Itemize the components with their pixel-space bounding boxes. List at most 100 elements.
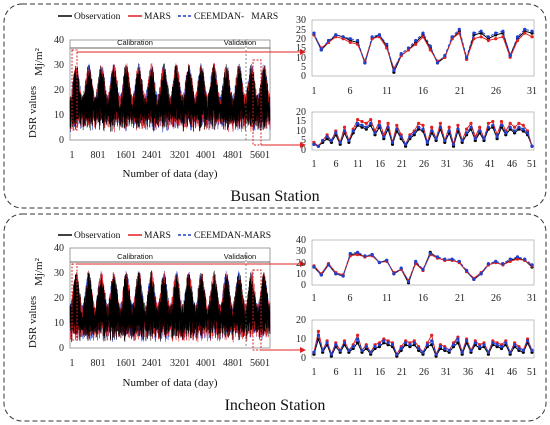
data-point <box>517 121 521 125</box>
x-tick-label: 16 <box>375 159 385 170</box>
busan-main-series <box>69 63 271 133</box>
data-point <box>465 55 469 59</box>
data-point <box>312 350 316 354</box>
incheon-z2-series <box>312 329 534 358</box>
data-point <box>456 341 460 345</box>
data-point <box>504 341 508 345</box>
data-point <box>364 125 368 129</box>
x-tick-label: 1 <box>70 150 75 161</box>
y-tick-label: 30 <box>296 15 306 26</box>
x-tick-label: 16 <box>375 367 385 378</box>
busan-zoom-chart-2: 0 5 10 15 20 1 6 11 16 21 26 31 36 41 46… <box>296 107 537 170</box>
data-point <box>517 125 521 129</box>
data-point <box>329 138 333 143</box>
series-line <box>69 270 271 343</box>
data-point <box>412 341 416 345</box>
y-tick-label: 5 <box>301 135 306 146</box>
data-point <box>450 35 454 39</box>
y-tick-label: 20 <box>54 85 64 96</box>
data-point <box>501 35 505 39</box>
data-point <box>494 37 498 41</box>
y-tick-label: 5 <box>301 62 306 73</box>
zoom-arrow-bottom <box>300 142 306 148</box>
data-point <box>319 273 323 277</box>
data-point <box>348 37 352 41</box>
y-tick-label: 20 <box>54 293 64 304</box>
data-point <box>417 121 421 125</box>
data-point <box>377 123 381 127</box>
data-point <box>508 350 512 354</box>
data-point <box>513 343 517 347</box>
data-point <box>478 125 482 129</box>
incheon-zoom-chart-1: 0 10 20 30 40 1 6 11 16 21 26 31 <box>296 235 537 304</box>
data-point <box>430 339 434 343</box>
data-point <box>465 339 469 343</box>
x-tick-label: 4001 <box>196 358 216 369</box>
data-point <box>447 129 451 133</box>
data-point <box>342 125 347 129</box>
data-point <box>421 350 425 354</box>
plot-area <box>311 239 535 286</box>
y-tick-label: 0 <box>301 280 306 291</box>
data-point <box>414 38 418 43</box>
data-point <box>408 135 412 139</box>
zoom-box-validation <box>252 269 262 351</box>
busan-station-title: Busan Station <box>230 188 319 205</box>
data-point <box>421 35 425 39</box>
data-point <box>482 343 486 347</box>
zoom-box-validation <box>252 59 262 146</box>
data-point <box>316 333 320 337</box>
data-point <box>377 343 381 347</box>
data-point <box>395 352 399 356</box>
data-point <box>386 121 390 125</box>
legend-observation-label: Observation <box>74 12 121 22</box>
data-point <box>469 348 473 352</box>
x-tick-label: 4801 <box>223 150 243 161</box>
data-point <box>348 251 352 256</box>
data-point <box>370 35 374 39</box>
data-point <box>438 121 442 125</box>
data-point <box>486 121 490 125</box>
zoom-box-calibration <box>71 49 78 131</box>
busan-zoom-chart-1: 0 5 10 15 20 25 30 1 6 11 16 21 26 31 <box>296 15 537 97</box>
data-point <box>447 125 451 129</box>
x-tick-label: 11 <box>353 367 363 378</box>
legend-observation-label: Observation <box>74 231 121 241</box>
x-tick-label: 26 <box>419 367 429 378</box>
y-tick-label: 20 <box>296 107 306 118</box>
data-point <box>428 44 432 48</box>
x-tick-label: 1 <box>312 367 317 378</box>
data-point <box>369 121 373 125</box>
data-point <box>495 135 499 139</box>
x-tick-label: 1 <box>312 159 317 170</box>
data-point <box>478 345 482 349</box>
data-point <box>434 352 438 356</box>
data-point <box>523 31 527 35</box>
data-point <box>414 42 418 46</box>
data-point <box>491 341 495 345</box>
x-tick-label: 11 <box>382 293 392 304</box>
x-tick-label: 41 <box>485 159 495 170</box>
data-point <box>434 137 438 141</box>
data-point <box>386 341 390 345</box>
data-point <box>521 123 525 127</box>
x-tick-label: 2401 <box>142 150 162 161</box>
data-point <box>521 127 525 131</box>
data-point <box>406 46 411 50</box>
data-point <box>515 255 520 259</box>
data-point <box>421 127 425 131</box>
data-point <box>348 40 352 45</box>
data-point <box>491 119 495 124</box>
y-tick-label: 40 <box>54 243 64 254</box>
data-point <box>399 52 403 56</box>
data-point <box>363 254 367 258</box>
data-point <box>338 140 342 144</box>
x-tick-label: 11 <box>353 159 363 170</box>
data-point <box>515 257 520 261</box>
x-tick-label: 31 <box>527 86 537 97</box>
data-point <box>430 129 434 133</box>
data-point <box>325 135 329 139</box>
x-tick-label: 1 <box>312 293 317 304</box>
data-point <box>369 350 373 354</box>
data-point <box>356 250 360 254</box>
